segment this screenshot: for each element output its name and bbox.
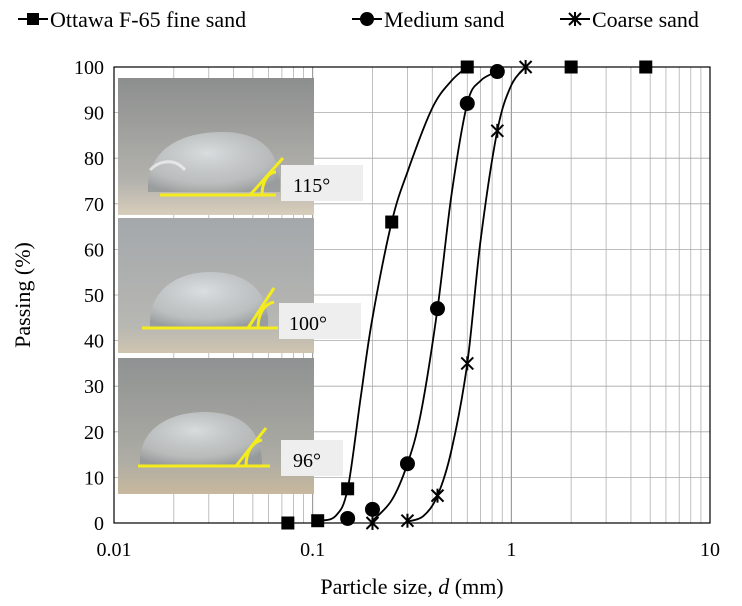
water-droplet	[149, 272, 269, 327]
y-axis-label: Passing (%)	[10, 242, 35, 348]
data-point-asterisk	[460, 356, 474, 371]
y-tick-label: 20	[84, 422, 104, 444]
x-tick-label: 0.01	[97, 539, 132, 561]
legend-circle-marker	[360, 12, 374, 26]
legend-label-coarse-sand: Coarse sand	[592, 7, 699, 32]
contact-angle-marker	[142, 287, 278, 330]
data-point-square	[311, 514, 325, 528]
plot-area-border	[113, 66, 711, 524]
water-droplet	[147, 132, 281, 192]
x-axis-ticks: 0.01 0.1 1 10	[97, 539, 721, 561]
angle-label-box	[279, 303, 361, 339]
contact-angle-photo-1: 115°	[118, 78, 363, 215]
legend-asterisk-marker	[568, 12, 582, 26]
data-point-asterisk	[490, 123, 505, 138]
legend-square-marker	[27, 13, 39, 25]
data-point-asterisk	[430, 488, 445, 503]
y-tick-label: 100	[74, 57, 104, 79]
series-circle	[340, 64, 505, 526]
y-tick-label: 30	[84, 376, 104, 398]
data-point-asterisk	[400, 513, 415, 528]
series-line	[407, 66, 527, 523]
y-tick-label: 10	[84, 467, 104, 489]
legend-entry-medium-sand: Medium sand	[352, 7, 504, 32]
data-point-circle	[459, 95, 475, 111]
contact-angle-marker	[160, 157, 285, 197]
angle-label-96: 96°	[293, 450, 321, 472]
y-tick-label: 40	[84, 331, 104, 353]
y-tick-label: 80	[84, 148, 104, 170]
x-axis-label-suffix: (mm)	[449, 574, 503, 599]
x-tick-label: 1	[506, 539, 516, 561]
x-axis-label: Particle size, d (mm)	[320, 574, 503, 599]
y-tick-label: 50	[84, 285, 104, 307]
data-point-square	[341, 482, 355, 496]
angle-label-box	[281, 165, 363, 201]
data-point-square	[385, 215, 399, 229]
angle-label-100: 100°	[289, 313, 327, 335]
y-tick-label: 60	[84, 239, 104, 261]
contact-angle-photo-3: 96°	[118, 358, 343, 494]
legend-label-medium-sand: Medium sand	[384, 7, 504, 32]
contact-angle-marker	[138, 427, 270, 468]
series-line	[371, 70, 498, 522]
y-tick-label: 70	[84, 194, 104, 216]
y-tick-label: 90	[84, 103, 104, 125]
data-point-circle	[399, 456, 415, 472]
x-tick-label: 10	[700, 539, 720, 561]
y-tick-label: 0	[94, 513, 104, 535]
angle-label-115: 115°	[293, 175, 330, 197]
contact-angle-photos: 115° 100° 96°	[118, 78, 363, 494]
legend-label-fine-sand: Ottawa F-65 fine sand	[50, 7, 246, 32]
angle-label-box	[281, 440, 343, 476]
legend: Ottawa F-65 fine sand Medium sand Coarse…	[18, 7, 699, 32]
water-droplet	[139, 412, 262, 465]
data-point-circle	[430, 301, 446, 317]
x-axis-label-symbol: d	[438, 574, 450, 599]
legend-entry-coarse-sand: Coarse sand	[560, 7, 699, 32]
series-line	[317, 66, 468, 522]
series-square	[281, 60, 653, 530]
data-point-circle	[364, 501, 380, 517]
data-point-circle	[489, 64, 505, 80]
legend-entry-fine-sand: Ottawa F-65 fine sand	[18, 7, 246, 32]
contact-angle-photo-2: 100°	[118, 218, 361, 353]
x-tick-label: 0.1	[300, 539, 325, 561]
data-point-circle	[340, 510, 356, 526]
x-axis-label-prefix: Particle size,	[320, 574, 438, 599]
y-axis-ticks: 0 10 20 30 40 50 60 70 80 90 100	[74, 57, 104, 535]
